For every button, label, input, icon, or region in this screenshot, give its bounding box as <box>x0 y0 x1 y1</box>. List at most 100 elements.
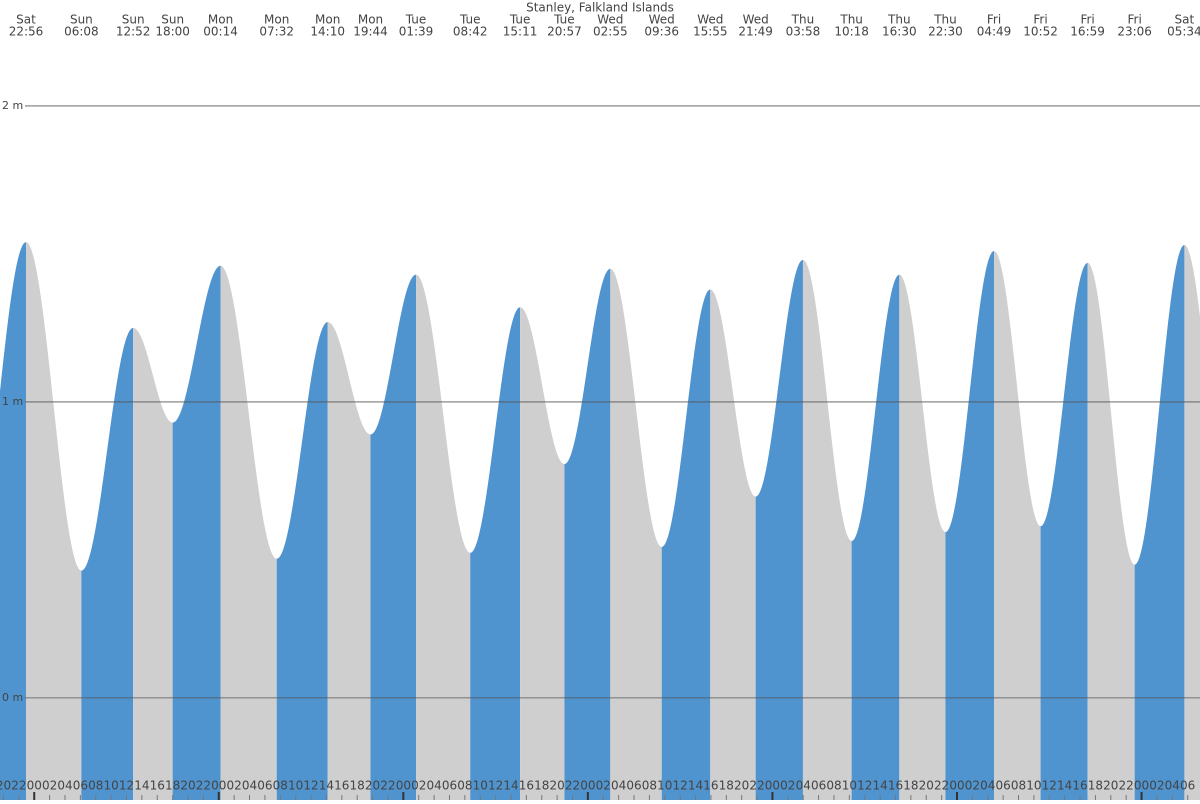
x-tick-label: 10 <box>103 779 118 793</box>
falling-tide <box>1087 262 1135 800</box>
x-tick-label: 12 <box>857 779 872 793</box>
extreme-time: 10:52 <box>1023 25 1058 39</box>
extreme-day: Mon <box>264 13 289 27</box>
x-tick-label: 20 <box>549 779 564 793</box>
rising-tide <box>564 268 611 800</box>
rising-tide <box>1040 262 1088 800</box>
x-tick-label: 12 <box>1042 779 1057 793</box>
x-tick-label: 20 <box>365 779 380 793</box>
x-tick-label: 10 <box>1026 779 1041 793</box>
x-tick-label: 08 <box>457 779 472 793</box>
extreme-day: Sat <box>16 13 36 27</box>
x-tick-label: 04 <box>796 779 811 793</box>
extreme-day: Fri <box>1127 13 1141 27</box>
rising-tide <box>661 289 711 800</box>
x-tick-label: 00 <box>211 779 226 793</box>
x-tick-label: 00 <box>396 779 411 793</box>
x-tick-label: 14 <box>1057 779 1072 793</box>
x-tick-label: 20 <box>1103 779 1118 793</box>
falling-tide <box>26 242 82 801</box>
y-tick-label: 2 m <box>2 99 23 112</box>
extreme-time: 18:00 <box>155 25 190 39</box>
rising-tide <box>755 259 803 800</box>
x-tick-label: 12 <box>303 779 318 793</box>
rising-tide <box>945 250 995 801</box>
extreme-time: 04:49 <box>977 25 1012 39</box>
x-tick-label: 00 <box>27 779 42 793</box>
x-tick-label: 22 <box>1119 779 1134 793</box>
x-tick-label: 12 <box>673 779 688 793</box>
extreme-time: 22:30 <box>928 25 963 39</box>
x-tick-label: 22 <box>196 779 211 793</box>
extreme-day: Tue <box>553 13 575 27</box>
x-tick-label: 18 <box>165 779 180 793</box>
falling-tide <box>327 322 371 800</box>
extreme-time: 05:34 <box>1167 25 1200 39</box>
extreme-time: 22:56 <box>9 25 44 39</box>
extreme-time: 06:08 <box>64 25 99 39</box>
x-tick-label: 22 <box>11 779 26 793</box>
x-tick-label: 22 <box>934 779 949 793</box>
extreme-time: 16:30 <box>882 25 917 39</box>
falling-tide <box>520 307 565 800</box>
x-tick-label: 08 <box>826 779 841 793</box>
x-tick-label: 08 <box>273 779 288 793</box>
x-tick-label: 18 <box>1088 779 1103 793</box>
x-tick-label: 02 <box>965 779 980 793</box>
x-tick-label: 20 <box>180 779 195 793</box>
rising-tide <box>370 274 417 800</box>
x-tick-label: 12 <box>119 779 134 793</box>
x-tick-label: 22 <box>380 779 395 793</box>
extreme-day: Thu <box>887 13 911 27</box>
x-tick-label: 04 <box>242 779 257 793</box>
extreme-time: 03:58 <box>786 25 821 39</box>
extreme-day: Fri <box>987 13 1001 27</box>
x-tick-label: 00 <box>1134 779 1149 793</box>
extreme-time: 16:59 <box>1070 25 1105 39</box>
x-tick-label: 06 <box>811 779 826 793</box>
x-tick-label: 14 <box>134 779 149 793</box>
rising-tide <box>276 322 328 800</box>
x-tick-label: 00 <box>580 779 595 793</box>
x-tick-label: 08 <box>642 779 657 793</box>
extreme-day: Tue <box>405 13 427 27</box>
x-tick-label: 18 <box>534 779 549 793</box>
x-tick-label: 04 <box>1165 779 1180 793</box>
extreme-day: Wed <box>649 13 675 27</box>
extreme-time: 09:36 <box>644 25 679 39</box>
falling-tide <box>899 274 946 800</box>
falling-tide <box>220 265 277 800</box>
rising-tide <box>1134 245 1185 800</box>
x-tick-label: 14 <box>872 779 887 793</box>
rising-tide <box>172 265 221 800</box>
extreme-time: 14:10 <box>310 25 345 39</box>
x-tick-label: 02 <box>780 779 795 793</box>
x-tick-label: 10 <box>473 779 488 793</box>
x-tick-label: 22 <box>749 779 764 793</box>
x-tick-label: 08 <box>1011 779 1026 793</box>
rising-tide <box>81 327 134 800</box>
x-tick-label: 20 <box>0 779 11 793</box>
x-tick-label: 16 <box>519 779 534 793</box>
x-tick-label: 16 <box>703 779 718 793</box>
x-tick-label: 00 <box>949 779 964 793</box>
extreme-day: Thu <box>791 13 815 27</box>
extreme-day: Sun <box>70 13 93 27</box>
extreme-time: 02:55 <box>593 25 628 39</box>
x-tick-label: 06 <box>73 779 88 793</box>
extreme-day: Thu <box>839 13 863 27</box>
extreme-day: Mon <box>315 13 340 27</box>
chart-title: Stanley, Falkland Islands <box>526 1 674 15</box>
x-tick-label: 10 <box>842 779 857 793</box>
x-tick-label: 08 <box>88 779 103 793</box>
extreme-day: Tue <box>509 13 531 27</box>
falling-tide <box>710 289 756 800</box>
x-tick-label: 02 <box>596 779 611 793</box>
extreme-time: 01:39 <box>399 25 434 39</box>
x-tick-label: 04 <box>426 779 441 793</box>
x-tick-label: 14 <box>688 779 703 793</box>
extreme-day: Thu <box>933 13 957 27</box>
extreme-time: 15:55 <box>693 25 728 39</box>
x-tick-label: 04 <box>57 779 72 793</box>
